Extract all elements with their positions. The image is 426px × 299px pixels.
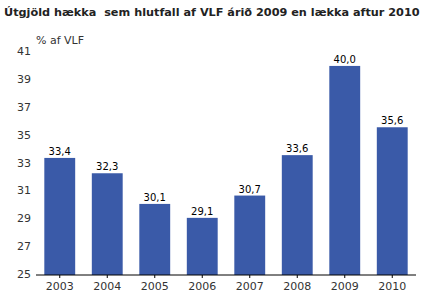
data-label: 33,4 [49, 146, 71, 157]
bar [187, 218, 218, 275]
bar [44, 158, 75, 275]
x-tick [107, 275, 108, 278]
bar [329, 66, 360, 275]
y-tick-label: 39 [17, 73, 31, 86]
x-tick-label: 2003 [46, 280, 74, 293]
bar [377, 127, 408, 275]
x-tick [202, 275, 203, 278]
data-label: 35,6 [381, 115, 403, 126]
x-tick-label: 2006 [188, 280, 216, 293]
x-tick [249, 275, 250, 278]
x-tick-label: 2005 [141, 280, 169, 293]
data-label: 33,6 [286, 143, 308, 154]
y-tick-label: 33 [17, 157, 31, 170]
x-tick-label: 2010 [378, 280, 406, 293]
chart-svg: Útgjöld hækka sem hlutfall af VLF árið 2… [0, 0, 426, 299]
bar [139, 204, 170, 275]
y-tick-label: 37 [17, 101, 31, 114]
x-tick [392, 275, 393, 278]
y-tick-label: 29 [17, 212, 31, 225]
x-tick-label: 2004 [93, 280, 121, 293]
bars [44, 66, 407, 275]
x-tick [154, 275, 155, 278]
y-tick-label: 31 [17, 184, 31, 197]
bar [282, 155, 313, 275]
title: Útgjöld hækka sem hlutfall af VLF árið 2… [4, 6, 420, 19]
data-label: 40,0 [334, 54, 356, 65]
x-tick-label: 2008 [283, 280, 311, 293]
y-tick-label: 25 [17, 268, 31, 281]
y-tick-label: 41 [17, 45, 31, 58]
x-tick [344, 275, 345, 278]
y-tick-label: 35 [17, 129, 31, 142]
chart-container: Útgjöld hækka sem hlutfall af VLF árið 2… [0, 0, 426, 299]
data-label: 32,3 [96, 161, 118, 172]
x-tick-label: 2009 [331, 280, 359, 293]
x-tick [297, 275, 298, 278]
data-label: 30,1 [144, 192, 166, 203]
x-tick-label: 2007 [236, 280, 264, 293]
data-label: 30,7 [239, 184, 261, 195]
x-axis-line [36, 275, 416, 276]
y-tick-label: 27 [17, 240, 31, 253]
data-label: 29,1 [191, 206, 213, 217]
x-tick [59, 275, 60, 278]
bar [92, 173, 123, 275]
y-axis-label: % af VLF [36, 34, 84, 47]
bar [234, 196, 265, 275]
